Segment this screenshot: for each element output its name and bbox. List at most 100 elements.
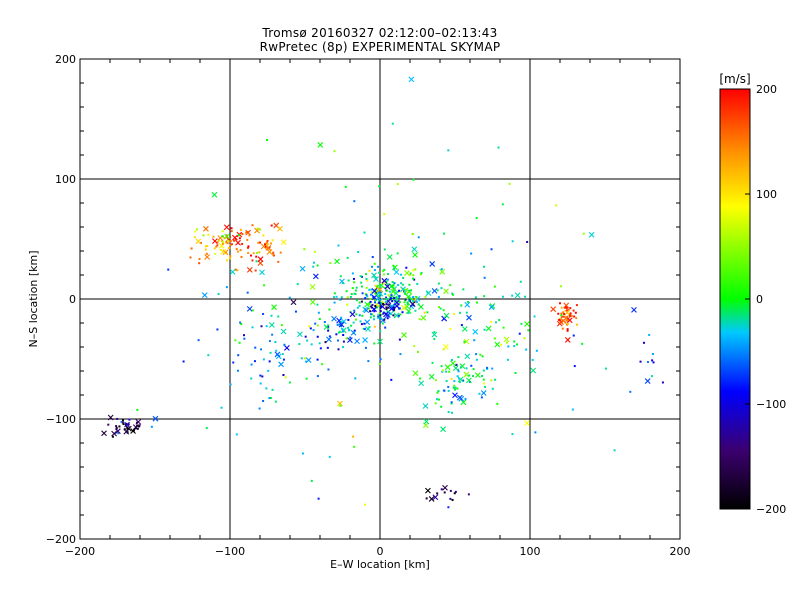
data-point [412,277,415,280]
data-point [440,488,443,491]
data-point-x [404,270,410,276]
data-point [214,252,217,255]
data-point [246,291,249,294]
data-point [373,301,376,304]
data-point-x [317,141,324,148]
data-point-x [195,238,202,245]
data-point-x [422,403,429,409]
data-point [121,421,124,424]
data-point [572,309,575,312]
data-point-x [401,332,407,338]
data-point [454,490,457,493]
x-tick-label: 0 [377,545,384,558]
data-point-x [456,394,463,401]
data-point [447,506,450,509]
data-point [378,185,381,188]
data-point [358,304,361,307]
data-point-x [350,329,357,336]
data-point [439,307,442,310]
data-point [382,312,385,315]
data-point-x [354,338,360,345]
data-point-x [564,309,571,316]
y-tick-label: −200 [46,533,76,546]
data-point [613,449,616,452]
data-point [342,346,345,349]
data-point [449,489,452,492]
data-point-x [428,373,435,380]
data-point [258,251,261,254]
data-point-x [444,364,451,371]
data-point [256,227,259,230]
data-point [399,353,402,356]
data-point [371,313,374,316]
data-point [436,391,439,394]
data-point [360,300,363,303]
data-point [376,285,379,288]
data-point [397,284,400,287]
data-point [368,288,371,291]
data-point [262,358,265,361]
data-point [371,256,374,259]
data-point [559,319,562,322]
data-point [523,337,526,340]
data-point [304,335,307,338]
data-point [359,320,362,323]
data-point-x [101,430,107,437]
data-point [238,237,241,240]
data-point-x [271,304,277,311]
data-points [101,76,664,509]
data-point [370,288,373,291]
data-point [404,298,407,301]
data-point [347,329,350,332]
data-point [390,285,393,288]
data-point [227,247,230,250]
data-point-x [393,269,400,276]
data-point [262,312,265,315]
data-point-x [363,307,370,314]
data-point-x [223,224,230,231]
data-point [470,364,473,367]
data-point [230,243,233,246]
data-point [309,327,312,330]
data-point-x [440,426,446,433]
data-point [373,342,376,345]
data-point [560,306,563,309]
data-point-x [341,318,347,325]
data-point [333,292,336,295]
data-point [364,293,367,296]
data-point [269,242,272,245]
data-point [279,251,282,254]
data-point [206,245,209,248]
data-point [269,351,272,354]
data-point [379,358,382,361]
data-point-x [299,265,306,272]
data-point [251,224,254,227]
data-point [560,315,563,318]
data-point [359,275,362,278]
data-point [117,432,120,435]
data-point [239,228,242,231]
data-point [383,248,386,251]
data-point-x [400,286,406,292]
data-point-x [334,258,340,265]
data-point [226,242,229,245]
x-tick-label: 200 [670,545,691,558]
data-point [387,294,390,297]
data-point [229,244,232,247]
data-point [247,252,250,255]
data-point [382,273,385,276]
data-point [388,290,391,293]
data-point [126,427,129,430]
data-point [345,290,348,293]
data-point [259,374,262,377]
data-point [424,295,427,298]
data-point [265,325,268,328]
data-point [266,139,269,142]
data-point-x [452,392,458,399]
data-point-x [644,378,651,384]
data-point [415,295,418,298]
data-point [425,497,428,500]
data-point-x [463,371,470,378]
data-point [413,345,416,348]
data-point [317,311,320,314]
